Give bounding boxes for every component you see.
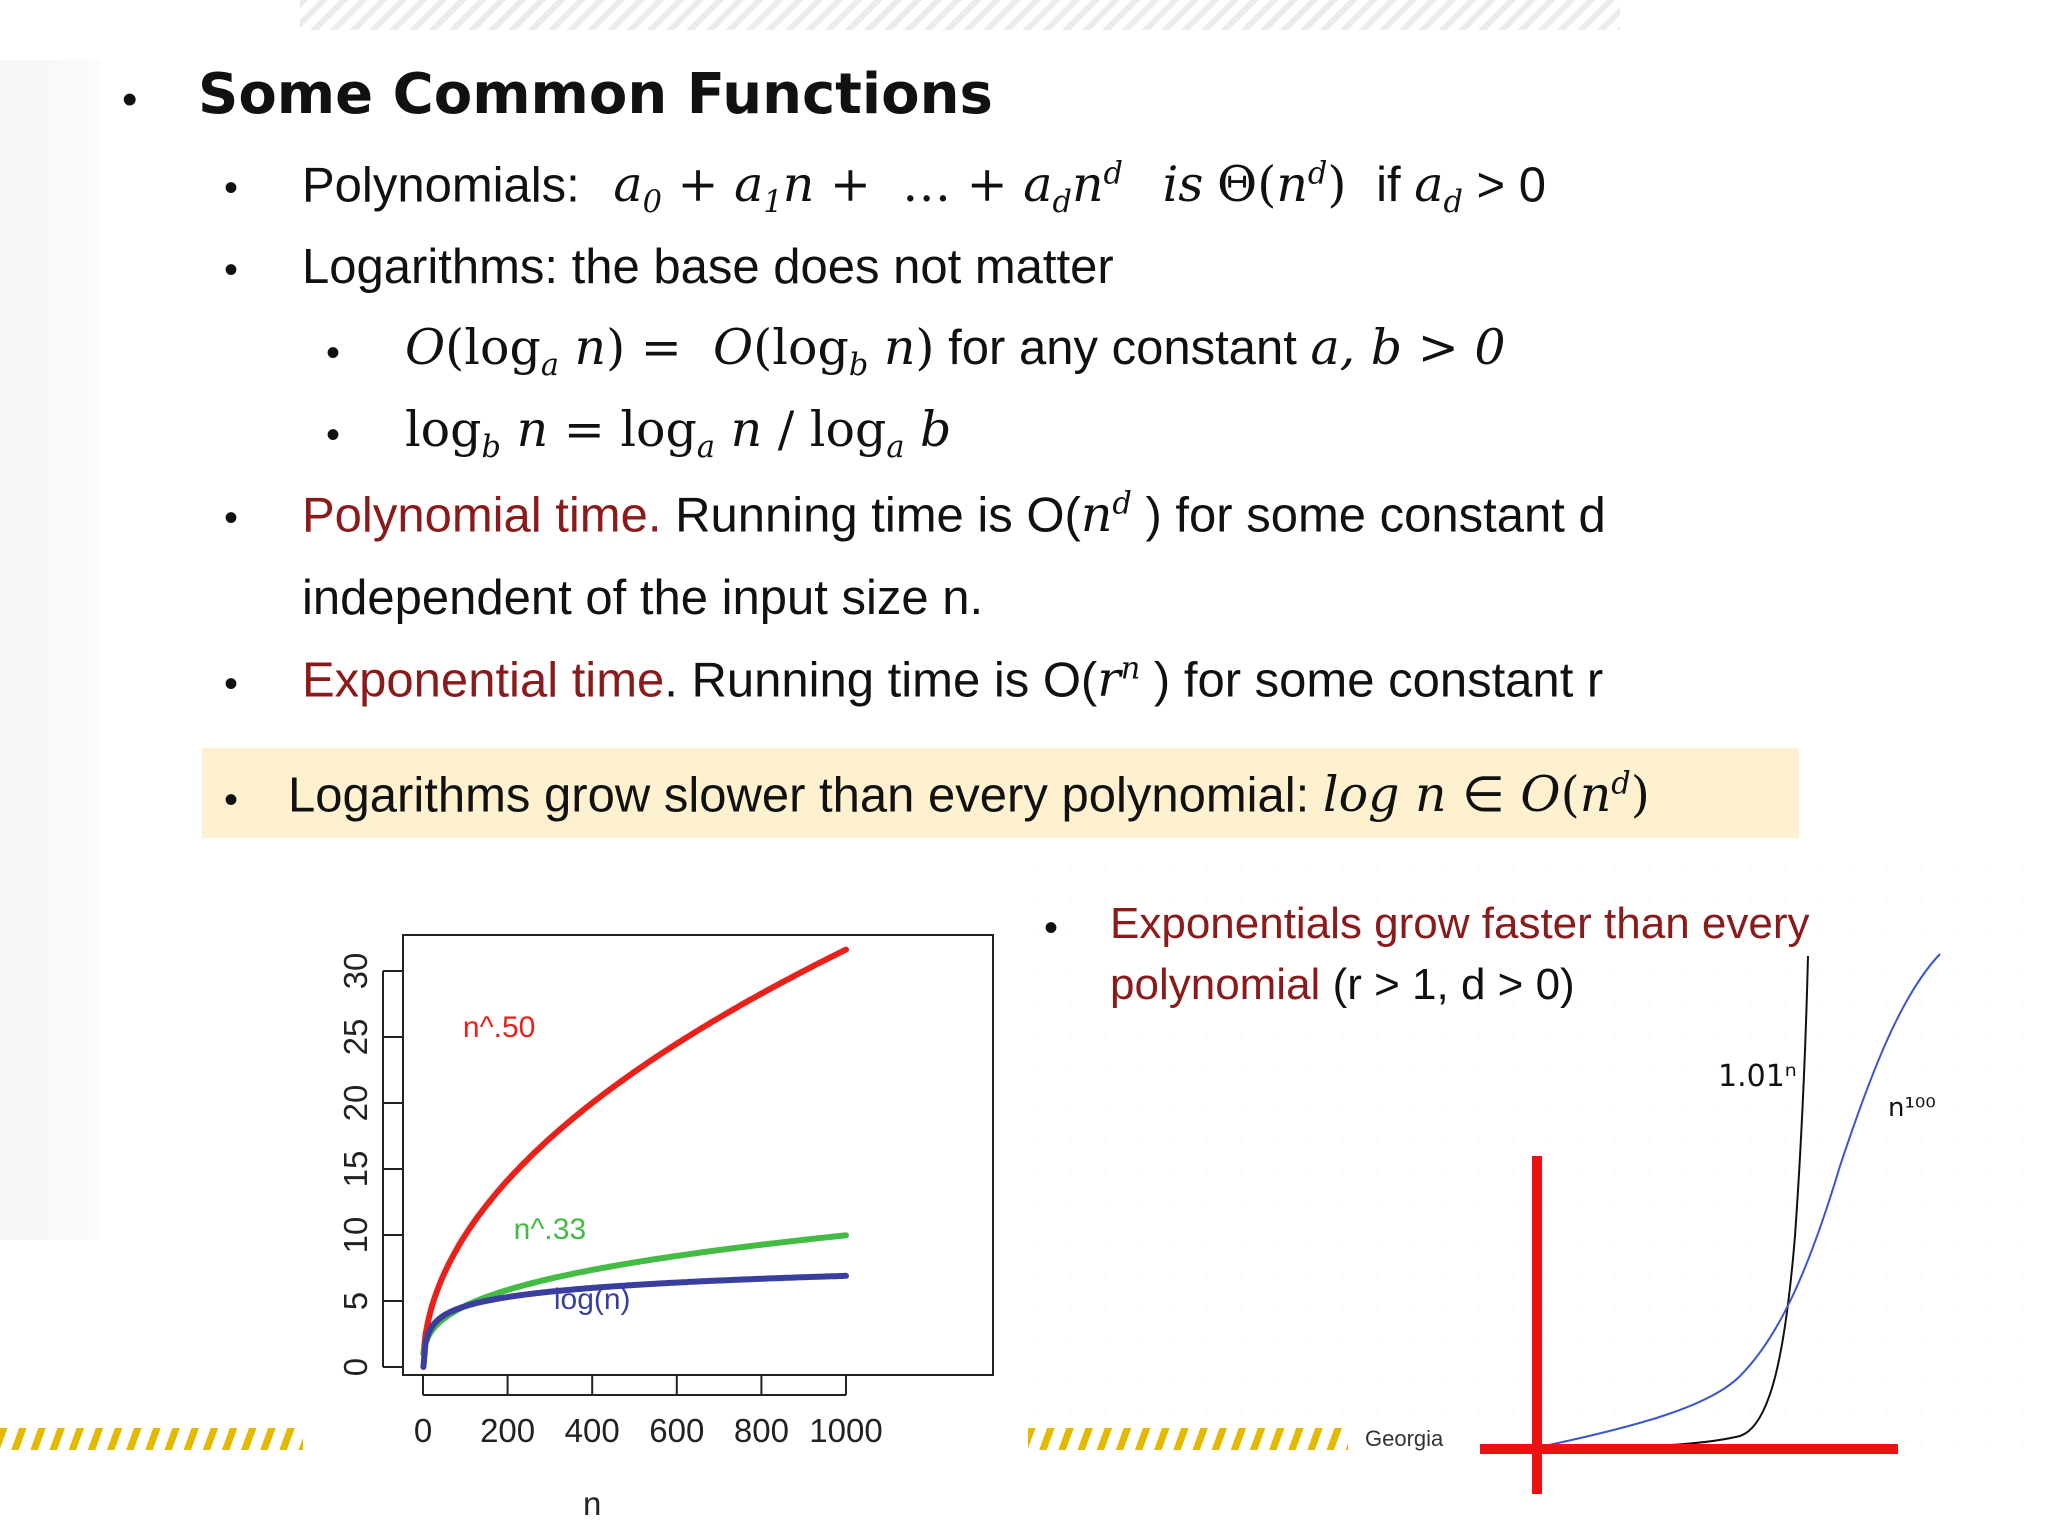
polynomial-cond-var: ad — [1414, 156, 1463, 221]
y-tick-label: 30 — [337, 953, 374, 990]
x-tick-label: 800 — [734, 1412, 789, 1449]
y-tick-label: 5 — [337, 1292, 374, 1310]
sub-bullet: • — [326, 413, 341, 457]
title-bullet: • — [122, 75, 138, 124]
series-label: n^.50 — [463, 1011, 535, 1044]
growth-chart-panel — [303, 900, 1023, 1536]
footer-stripe-right — [1028, 1428, 1348, 1450]
exponential-time-expr: rn — [1097, 651, 1141, 709]
y-tick-label: 0 — [337, 1358, 374, 1376]
bullet: • — [1044, 906, 1059, 950]
highlight-text: Logarithms grow slower than every polyno… — [288, 768, 1310, 823]
background-left-panel — [0, 60, 100, 1240]
exponential-vs-polynomial-chart: 1.01ⁿ n¹⁰⁰ — [1480, 953, 1941, 1494]
polynomial-expression: a0 + a1n + … + adnd — [613, 156, 1123, 221]
log-equation-text: for any constant — [948, 321, 1297, 375]
highlight-line: Logarithms grow slower than every polyno… — [288, 768, 1650, 823]
polynomial-time-expr: nd — [1080, 486, 1132, 544]
footer-stripe-left — [0, 1428, 305, 1450]
footer-logo-text: Georgia — [1365, 1426, 1444, 1451]
series-line — [420, 1232, 849, 1357]
y-tick-label: 25 — [337, 1019, 374, 1056]
x-tick-label: 1000 — [809, 1412, 882, 1449]
log-equation: O(loga n) = O(logb n) — [405, 319, 935, 383]
polynomial-time-term: Polynomial time. — [302, 488, 662, 543]
exponential-time-term: Exponential time — [302, 653, 665, 708]
slide-title: Some Common Functions — [198, 62, 993, 127]
series-line — [420, 946, 849, 1357]
exponentials-note-line1: Exponentials grow faster than every — [1110, 899, 1810, 948]
series-label: n^.33 — [514, 1213, 586, 1246]
polynomial-time-text-b: ) for some constant d — [1145, 488, 1606, 543]
polynomial-is: is — [1162, 156, 1204, 214]
polynomial-time-continuation: independent of the input size n. — [302, 571, 984, 625]
background-hatch-top — [300, 0, 1620, 30]
highlight-expr: log n ∈ O(nd) — [1322, 766, 1650, 824]
polynomial-if: if — [1376, 158, 1401, 213]
polynomial-time-line: Polynomial time. Running time is O(nd ) … — [302, 488, 1606, 543]
growth-chart: 0 200 400 600 800 1000 0 5 10 15 20 25 30 n n^.50 n^.33… — [337, 934, 994, 1522]
logarithms-line: Logarithms: the base does not matter — [302, 240, 1114, 294]
series-label: n¹⁰⁰ — [1888, 1093, 1936, 1123]
x-tick-label: 200 — [480, 1412, 535, 1449]
sub-bullet: • — [326, 331, 341, 375]
exponentials-note-line2: polynomial (r > 1, d > 0) — [1110, 963, 1575, 1007]
y-tick-label: 10 — [337, 1217, 374, 1254]
series-label: log(n) — [554, 1283, 631, 1316]
bullet: • — [224, 662, 239, 706]
log-change-of-base: logb n = loga n / loga b — [405, 401, 952, 465]
red-vertical-axis — [1532, 1156, 1542, 1494]
exponential-time-text-a: . Running time is O( — [664, 653, 1098, 708]
bullet: • — [224, 778, 239, 822]
bullet: • — [224, 496, 239, 540]
highlight-box — [202, 748, 1799, 838]
polynomials-line: Polynomials: a0 + a1n + … + adnd is Θ(nd… — [302, 158, 1547, 219]
log-equation-cond: a, b > 0 — [1310, 319, 1506, 376]
polynomial-curve — [1534, 953, 1941, 1449]
series-label: 1.01ⁿ — [1718, 1059, 1797, 1094]
x-tick-label: 600 — [649, 1412, 704, 1449]
x-tick-label: 0 — [414, 1412, 432, 1449]
polynomials-label: Polynomials: — [302, 158, 580, 213]
red-horizontal-axis — [1480, 1444, 1898, 1454]
series-line — [420, 1272, 849, 1370]
exponentials-note-red: polynomial — [1110, 960, 1321, 1009]
y-tick-label: 20 — [337, 1085, 374, 1122]
log-base-equivalence: O(loga n) = O(logb n) for any constant a… — [405, 323, 1506, 381]
bullet: • — [224, 248, 239, 292]
bullet: • — [224, 166, 239, 210]
exponentials-note-black: (r > 1, d > 0) — [1332, 960, 1575, 1009]
x-axis-label: n — [583, 1485, 601, 1522]
exponential-curve — [1534, 955, 1809, 1451]
polynomial-time-text-a: Running time is O( — [675, 488, 1081, 543]
exponential-time-text-b: ) for some constant r — [1153, 653, 1604, 708]
exponential-time-line: Exponential time. Running time is O(rn )… — [302, 653, 1604, 708]
polynomial-cond-rhs: > 0 — [1476, 158, 1547, 213]
y-tick-label: 15 — [337, 1151, 374, 1188]
x-tick-label: 400 — [565, 1412, 620, 1449]
polynomial-theta: Θ(nd) — [1217, 156, 1347, 214]
plot-frame — [402, 934, 994, 1376]
